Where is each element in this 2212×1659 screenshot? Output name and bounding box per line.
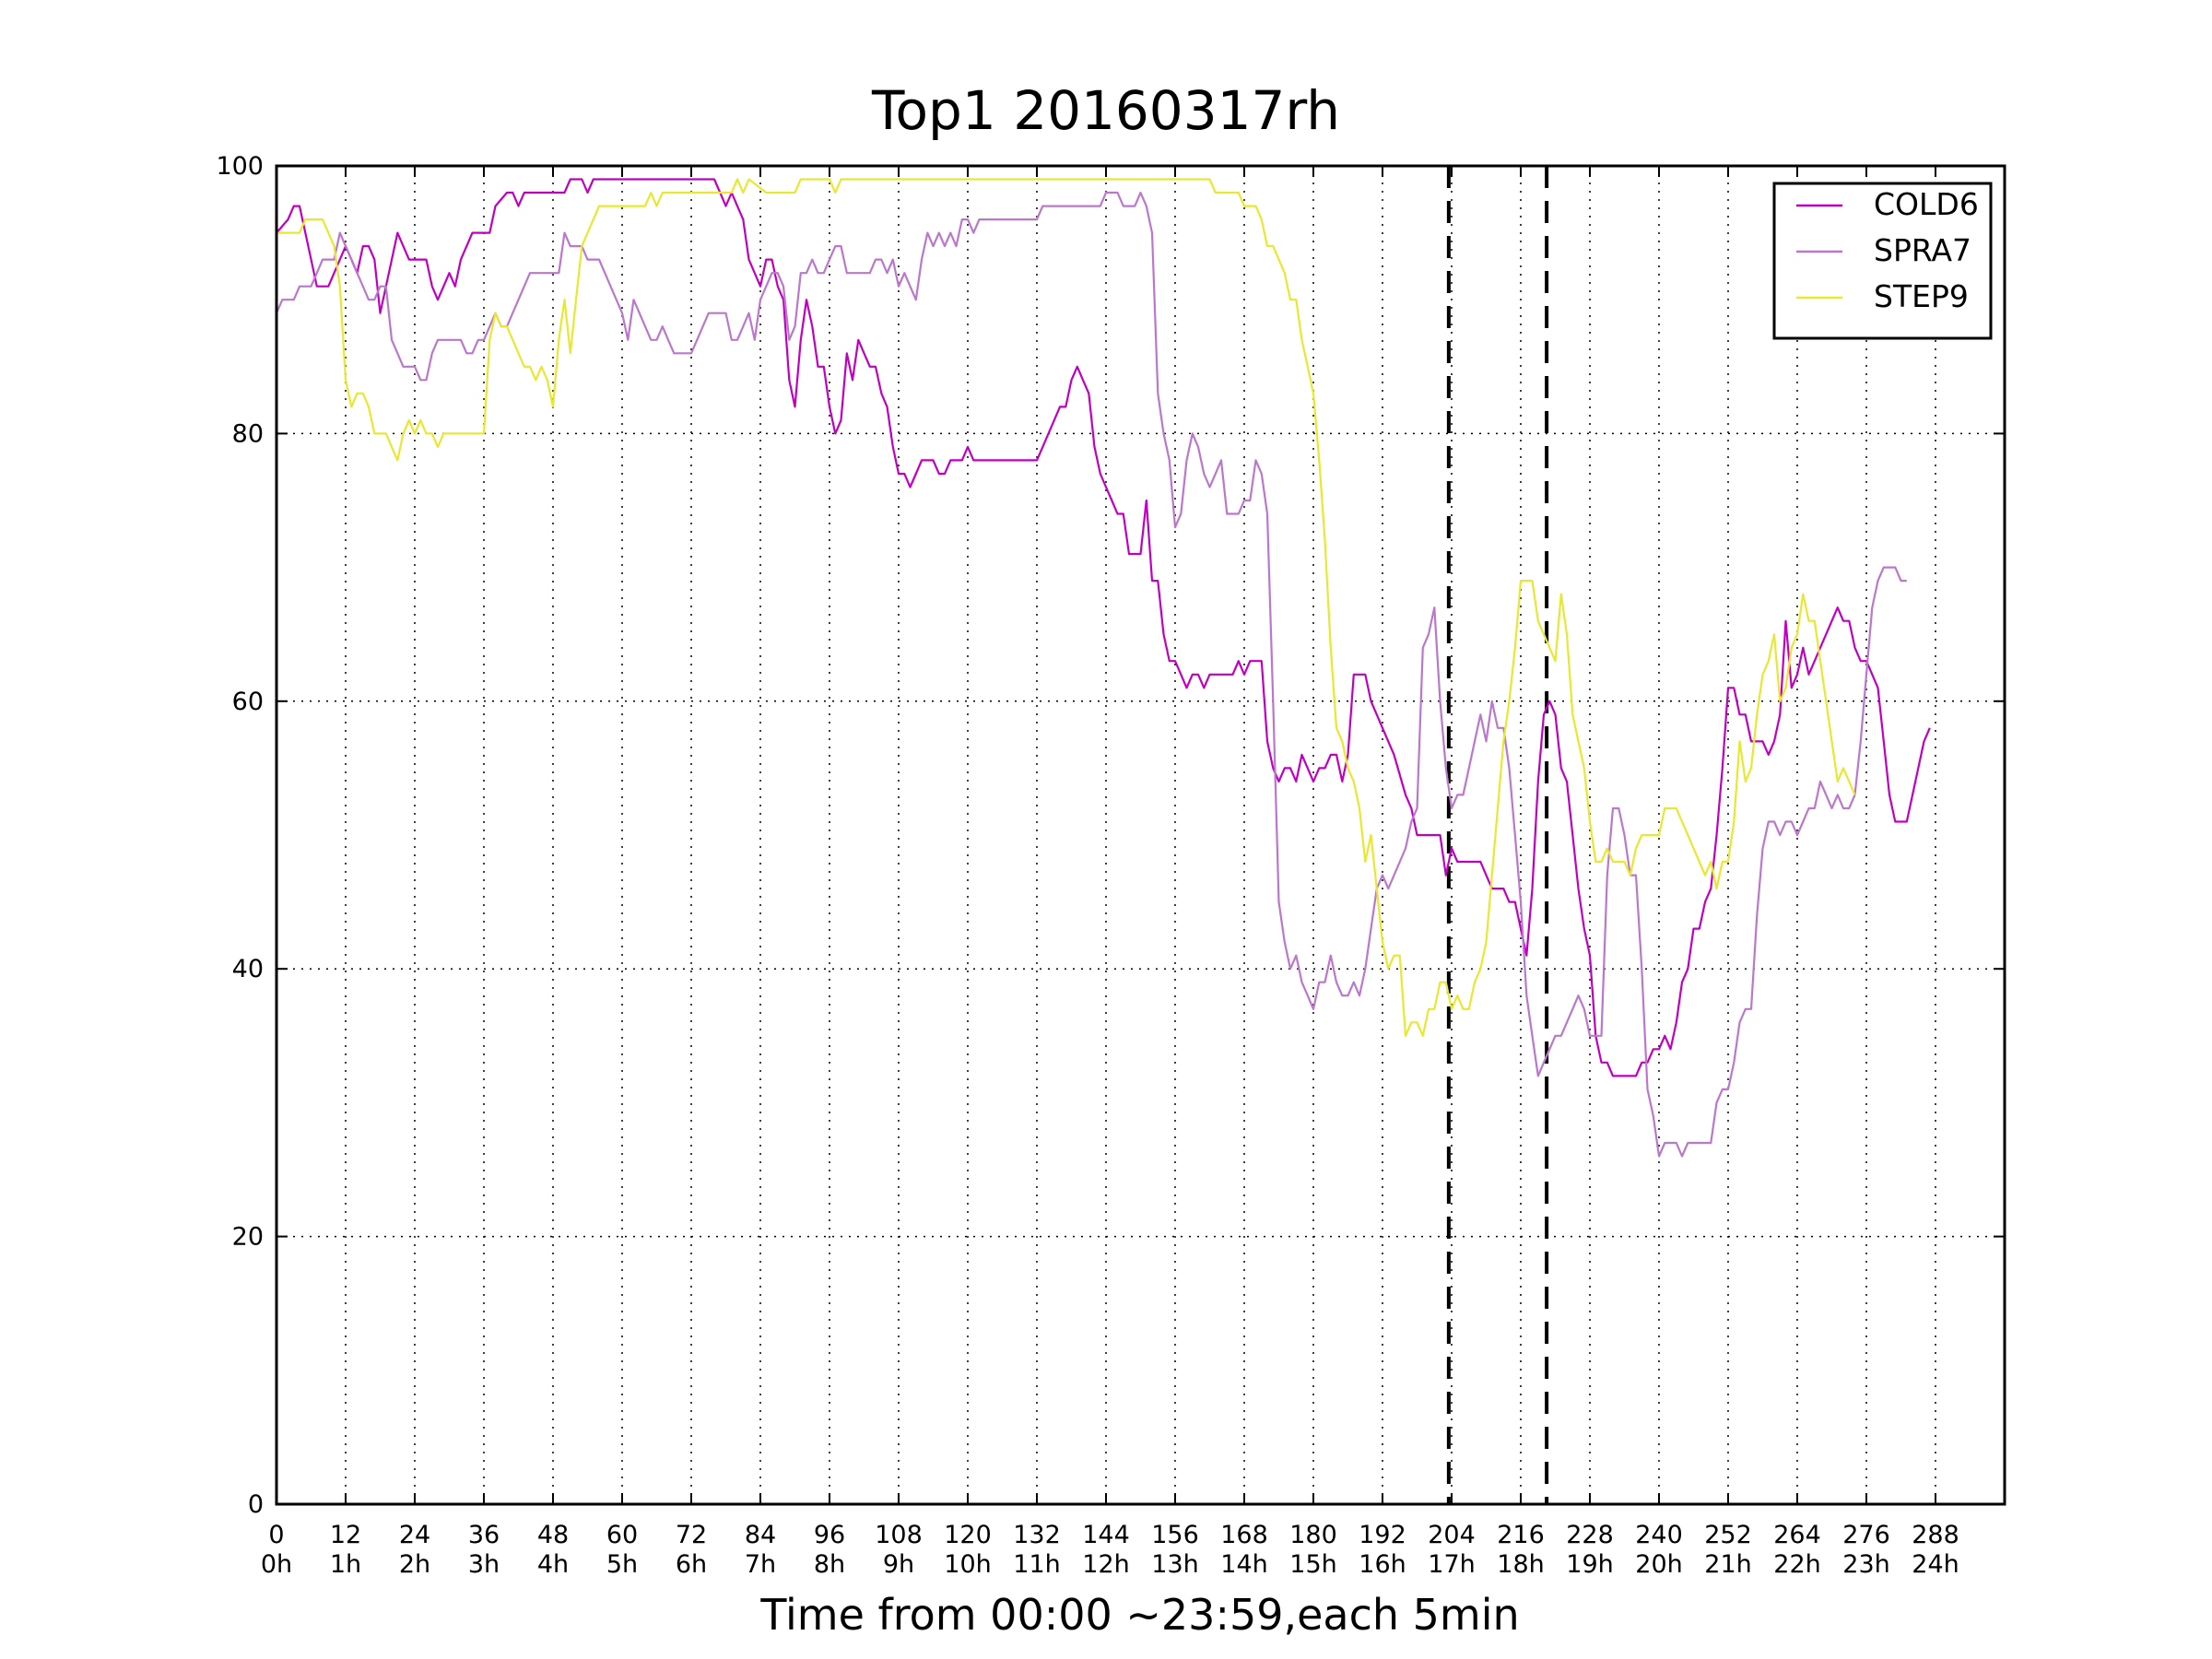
plot-frame (275, 164, 2006, 1506)
x-tick-sublabel: 17h (1428, 1550, 1475, 1579)
x-tick-sublabel: 18h (1497, 1550, 1544, 1579)
x-axis-label: Time from 00:00 ~23:59,each 5min (759, 1590, 1519, 1640)
x-tick-sublabel: 5h (606, 1550, 638, 1579)
x-tick-sublabel: 2h (399, 1550, 430, 1579)
legend-label: COLD6 (1874, 186, 1979, 222)
x-tick-sublabel: 3h (468, 1550, 500, 1579)
x-tick-label: 168 (1220, 1521, 1268, 1549)
x-tick-label: 144 (1082, 1521, 1130, 1549)
x-tick-label: 192 (1359, 1521, 1406, 1549)
x-tick-label: 12 (330, 1521, 361, 1549)
x-tick-sublabel: 22h (1773, 1550, 1820, 1579)
x-tick-label: 204 (1428, 1521, 1476, 1549)
x-tick-label: 120 (944, 1521, 992, 1549)
x-tick-sublabel: 0h (261, 1550, 292, 1579)
x-tick-label: 96 (814, 1521, 845, 1549)
legend: COLD6 SPRA7 STEP9 (1772, 182, 1993, 340)
x-tick-label: 84 (745, 1521, 776, 1549)
x-tick-label: 108 (875, 1521, 923, 1549)
legend-label: SPRA7 (1874, 232, 1971, 268)
x-tick-label: 36 (468, 1521, 500, 1549)
x-tick-label: 228 (1566, 1521, 1614, 1549)
x-tick-sublabel: 8h (814, 1550, 845, 1579)
y-tick-label: 60 (232, 688, 264, 716)
x-tick-label: 264 (1773, 1521, 1821, 1549)
x-tick-label: 156 (1151, 1521, 1199, 1549)
x-tick-label: 0 (268, 1521, 284, 1549)
x-tick-label: 288 (1912, 1521, 1959, 1549)
x-tick-sublabel: 19h (1566, 1550, 1613, 1579)
vertical-markers (1446, 166, 1549, 1504)
grid-lines (276, 166, 2005, 1504)
x-tick-sublabel: 16h (1359, 1550, 1406, 1579)
x-tick-sublabel: 9h (883, 1550, 914, 1579)
x-tick-label: 132 (1013, 1521, 1061, 1549)
series-line-cold6 (276, 178, 1931, 1077)
series-line-spra7 (275, 191, 1907, 1158)
x-tick-sublabel: 7h (745, 1550, 776, 1579)
x-tick-label: 276 (1842, 1521, 1890, 1549)
x-tick-sublabel: 4h (537, 1550, 569, 1579)
x-tick-sublabel: 10h (944, 1550, 991, 1579)
series-line-step9 (276, 178, 1856, 1037)
x-tick-sublabel: 6h (676, 1550, 707, 1579)
y-tick-label: 80 (232, 419, 264, 448)
x-tick-sublabel: 1h (330, 1550, 361, 1579)
x-tick-sublabel: 23h (1842, 1550, 1889, 1579)
x-tick-label: 24 (399, 1521, 430, 1549)
x-tick-sublabel: 15h (1289, 1550, 1336, 1579)
x-tick-sublabel: 24h (1912, 1550, 1959, 1579)
series-lines (275, 178, 1931, 1158)
y-tick-label: 0 (248, 1490, 264, 1519)
x-tick-sublabel: 14h (1220, 1550, 1267, 1579)
x-tick-label: 72 (676, 1521, 707, 1549)
x-tick-label: 180 (1289, 1521, 1337, 1549)
x-tick-label: 252 (1704, 1521, 1752, 1549)
y-tick-label: 100 (216, 152, 264, 181)
x-tick-sublabel: 11h (1013, 1550, 1060, 1579)
axis-ticks: 00h121h242h363h484h605h726h847h968h1089h… (216, 152, 2005, 1579)
legend-label: STEP9 (1874, 278, 1969, 314)
y-tick-label: 40 (232, 955, 264, 983)
y-tick-label: 20 (232, 1223, 264, 1252)
x-tick-label: 216 (1497, 1521, 1545, 1549)
x-tick-label: 60 (606, 1521, 638, 1549)
x-tick-sublabel: 13h (1151, 1550, 1198, 1579)
x-tick-label: 240 (1635, 1521, 1683, 1549)
x-tick-sublabel: 12h (1082, 1550, 1129, 1579)
x-tick-sublabel: 20h (1635, 1550, 1682, 1579)
x-tick-sublabel: 21h (1704, 1550, 1751, 1579)
x-tick-label: 48 (537, 1521, 569, 1549)
legend-box (1772, 182, 1993, 340)
chart-title: Top1 20160317rh (871, 79, 1340, 142)
